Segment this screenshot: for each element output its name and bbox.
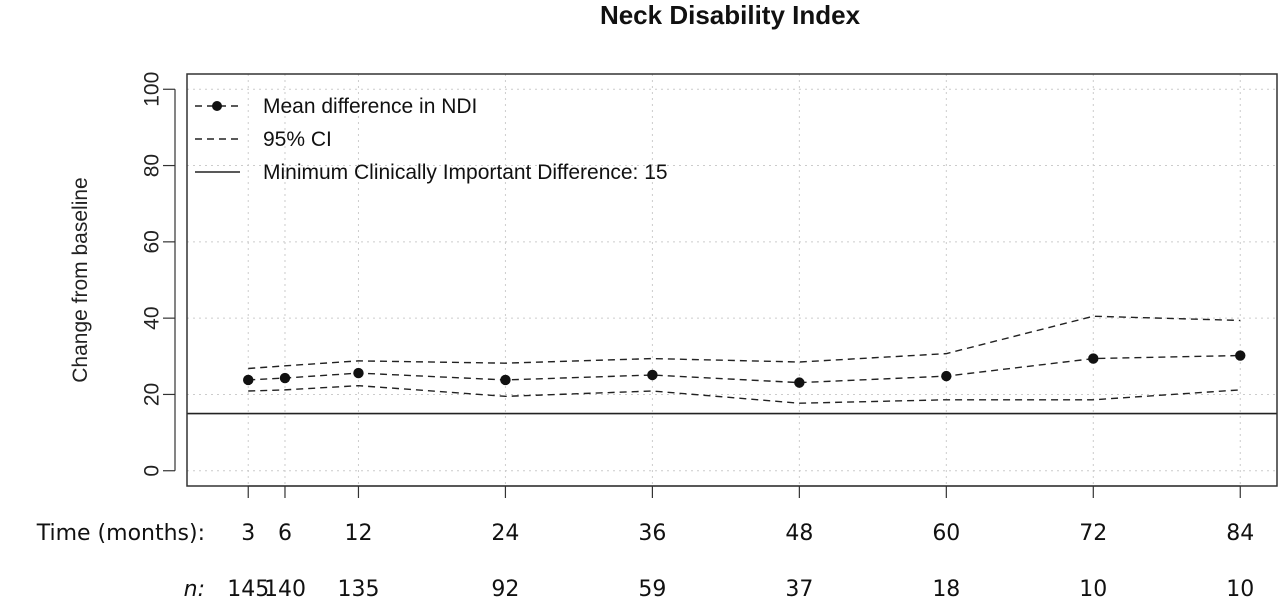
time-tick-label: 6 — [278, 521, 292, 546]
legend-label: Mean difference in NDI — [263, 95, 477, 118]
legend-label: 95% CI — [263, 128, 332, 151]
time-tick-label: 12 — [344, 521, 372, 546]
data-point — [647, 369, 658, 381]
series-line-1 — [248, 315, 1241, 370]
data-point — [1088, 353, 1099, 364]
data-point — [941, 370, 952, 382]
y-tick-label: 20 — [141, 383, 164, 406]
series-group — [243, 315, 1246, 404]
time-tick-label: 36 — [638, 521, 666, 546]
data-point — [353, 367, 364, 379]
n-count-label: 135 — [337, 577, 379, 600]
series-line-0 — [248, 354, 1241, 384]
y-tick-label: 100 — [141, 72, 164, 107]
series-line-2 — [248, 384, 1241, 404]
data-point — [1235, 350, 1246, 361]
grid — [187, 74, 1277, 486]
chart-title: Neck Disability Index — [600, 0, 861, 30]
y-tick-label: 80 — [141, 154, 164, 177]
y-axis-label: Change from baseline — [69, 177, 92, 382]
plot-frame — [186, 73, 1278, 487]
data-point — [243, 374, 254, 386]
legend-point — [212, 101, 222, 111]
time-tick-label: 60 — [932, 521, 960, 546]
n-count-label: 92 — [491, 577, 519, 600]
time-tick-label: 84 — [1226, 521, 1254, 546]
y-tick-label: 0 — [141, 465, 164, 477]
time-tick-label: 3 — [241, 521, 255, 546]
data-point — [500, 374, 511, 386]
n-count-label: 18 — [932, 577, 960, 600]
n-count-label: 10 — [1226, 577, 1254, 600]
x-axis — [247, 485, 1241, 498]
y-axis: 0 20 40 60 80 100 — [141, 72, 176, 477]
n-count-label: 145 — [227, 577, 269, 600]
legend: Mean difference in NDI 95% CI Minimum Clin… — [195, 95, 668, 184]
n-count-label: 140 — [264, 577, 306, 600]
y-tick-label: 60 — [141, 230, 164, 253]
data-point — [279, 372, 291, 384]
time-tick-label: 48 — [785, 521, 813, 546]
n-count-label: 37 — [785, 577, 813, 600]
time-tick-label: 72 — [1079, 521, 1107, 546]
bottom-row-label: Time (months): — [36, 521, 205, 546]
legend-label: Minimum Clinically Important Difference:… — [263, 161, 668, 184]
y-tick-label: 40 — [141, 306, 164, 329]
n-count-label: 59 — [638, 577, 666, 600]
bottom-row-label: n: — [184, 577, 205, 600]
data-point — [794, 377, 805, 388]
n-count-label: 10 — [1079, 577, 1107, 600]
time-tick-label: 24 — [491, 521, 519, 546]
